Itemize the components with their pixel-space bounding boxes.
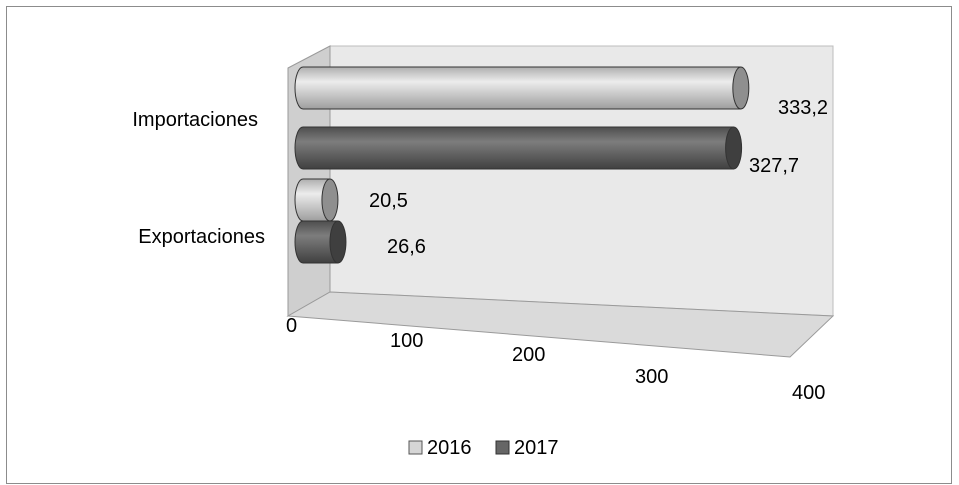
bar-importaciones-2017 bbox=[294, 126, 743, 170]
x-tick-label-200: 200 bbox=[512, 344, 545, 366]
legend-swatch-2016 bbox=[408, 440, 423, 455]
data-label-importaciones-2016: 333,2 bbox=[778, 97, 828, 119]
data-label-importaciones-2017: 327,7 bbox=[749, 155, 799, 177]
bar-exportaciones-2017 bbox=[294, 220, 347, 264]
data-label-exportaciones-2017: 26,6 bbox=[387, 236, 426, 258]
x-tick-label-0: 0 bbox=[286, 315, 297, 337]
legend-label-2017: 2017 bbox=[514, 437, 559, 459]
legend: 2016 2017 bbox=[408, 437, 559, 459]
category-label-exportaciones: Exportaciones bbox=[138, 226, 265, 248]
category-label-importaciones: Importaciones bbox=[132, 109, 258, 131]
bar-importaciones-2016 bbox=[294, 66, 750, 110]
legend-swatch-2017 bbox=[495, 440, 510, 455]
data-label-exportaciones-2016: 20,5 bbox=[369, 190, 408, 212]
bar-exportaciones-2016 bbox=[294, 178, 339, 222]
x-tick-label-400: 400 bbox=[792, 382, 825, 404]
floor bbox=[286, 291, 835, 358]
legend-label-2016: 2016 bbox=[427, 437, 472, 459]
x-tick-label-100: 100 bbox=[390, 330, 423, 352]
x-tick-label-300: 300 bbox=[635, 366, 668, 388]
